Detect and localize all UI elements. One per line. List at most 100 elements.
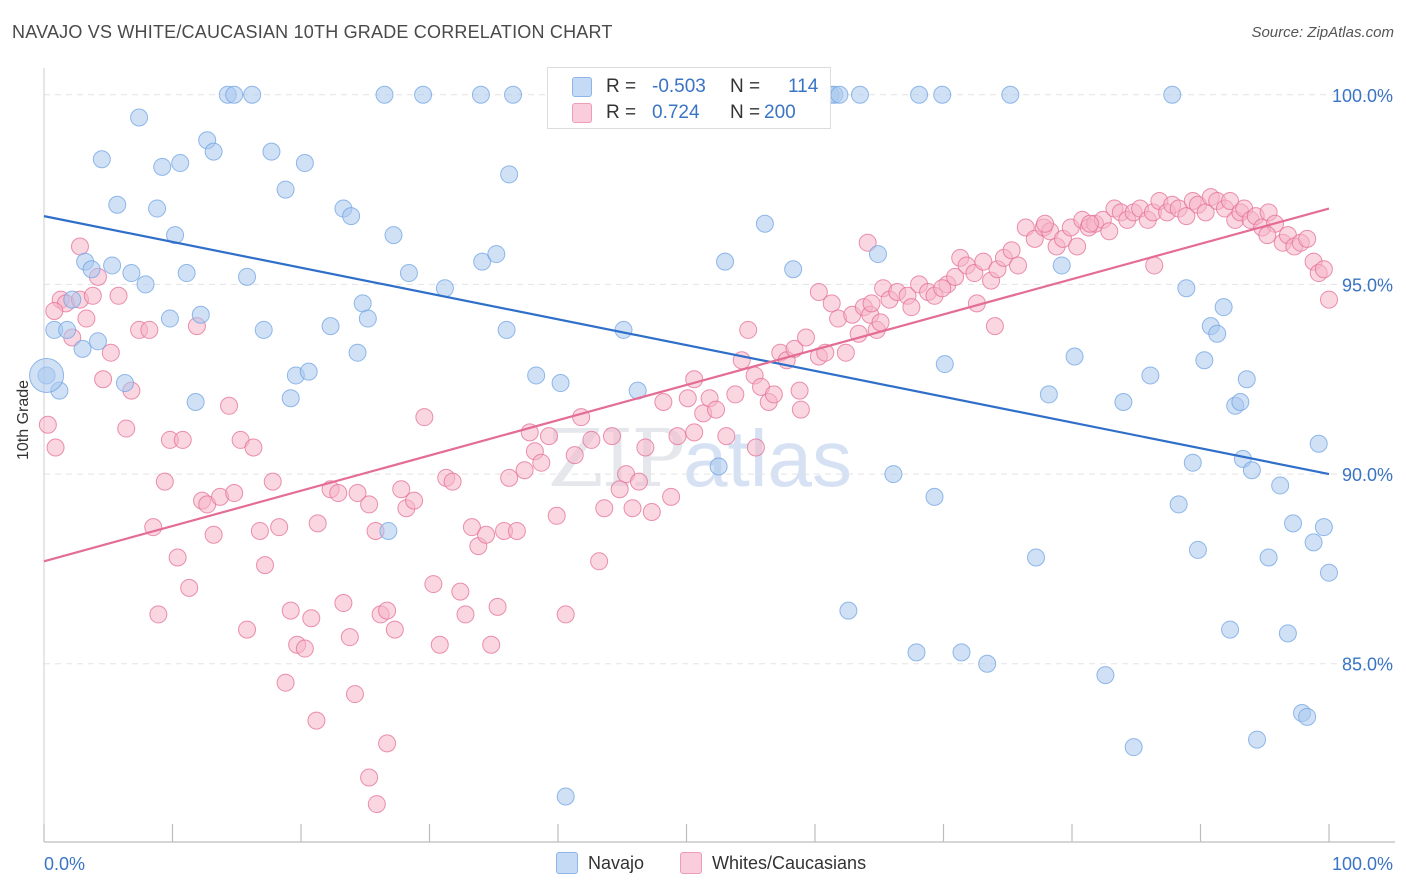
whites-point <box>308 514 327 533</box>
navajo-point <box>884 465 903 484</box>
whites-point <box>220 396 239 415</box>
legend-swatch-navajo <box>556 852 578 874</box>
navajo-point <box>1039 385 1058 404</box>
navajo-point <box>73 339 92 358</box>
whites-point <box>790 381 809 400</box>
navajo-point <box>1188 540 1207 559</box>
whites-point <box>1036 214 1055 233</box>
navajo-point <box>295 154 314 173</box>
navajo-point <box>1169 495 1188 514</box>
whites-point <box>902 298 921 317</box>
whites-point <box>1320 290 1338 309</box>
whites-point <box>746 438 765 457</box>
navajo-point <box>850 85 869 104</box>
navajo-point <box>1052 256 1071 275</box>
navajo-point <box>58 320 77 339</box>
whites-point <box>858 233 877 252</box>
y-tick-label: 100.0% <box>1332 86 1393 106</box>
whites-point <box>1009 256 1028 275</box>
trend-lines <box>43 207 1330 563</box>
navajo-point <box>1259 548 1278 567</box>
navajo-point <box>1320 563 1338 582</box>
whites-point <box>678 389 697 408</box>
navajo-point <box>238 267 257 286</box>
navajo-point <box>225 85 244 104</box>
navajo-point <box>281 389 300 408</box>
whites-point <box>204 525 223 544</box>
whites-point <box>595 499 614 518</box>
navajo-point <box>978 654 997 673</box>
stats-box: R = -0.503 N = 114 R = 0.724 N = 200 <box>547 67 831 129</box>
axes <box>43 68 1395 843</box>
navajo-point <box>1114 393 1133 411</box>
whites-point <box>791 400 810 419</box>
navajo-point <box>1298 707 1317 726</box>
navajo-point <box>177 264 196 283</box>
navajo-point <box>830 85 849 104</box>
navajo-point <box>1284 514 1303 533</box>
navajo-point <box>907 643 926 662</box>
whites-point <box>168 548 187 567</box>
whites-point <box>94 370 113 389</box>
whites-point <box>1314 260 1333 279</box>
navajo-point <box>1271 476 1290 495</box>
whites-point <box>1258 226 1277 245</box>
whites-point <box>1221 191 1240 210</box>
series-navajo <box>29 85 1338 806</box>
navajo-point <box>504 85 523 104</box>
navajo-point <box>952 643 971 662</box>
legend-item-navajo[interactable]: Navajo <box>556 852 644 874</box>
navajo-point <box>204 142 223 161</box>
whites-point <box>862 294 881 313</box>
navajo-point <box>153 157 172 176</box>
whites-point <box>507 521 526 540</box>
stats-n-label: N = <box>730 102 761 123</box>
navajo-point <box>1231 393 1250 411</box>
navajo-point <box>342 207 361 226</box>
x-tick-label: 100.0% <box>1332 854 1393 874</box>
navajo-point <box>348 343 367 362</box>
navajo-point <box>130 108 149 127</box>
navajo-point <box>148 199 167 218</box>
whites-point <box>602 427 621 446</box>
whites-point <box>1145 256 1164 275</box>
whites-point <box>1002 241 1021 260</box>
navajo-point <box>166 226 185 245</box>
navajo-point <box>375 85 394 104</box>
tick-labels: 85.0% 90.0% 95.0% 100.0% 0.0% 100.0% <box>44 86 1393 874</box>
y-tick-label: 95.0% <box>1342 275 1393 295</box>
whites-point <box>809 283 828 301</box>
whites-point <box>477 525 496 544</box>
navajo-point <box>262 142 281 161</box>
whites-point <box>348 484 367 503</box>
y-tick-label: 90.0% <box>1342 465 1393 485</box>
navajo-point <box>1237 370 1256 389</box>
navajo-point <box>1163 85 1182 104</box>
gridlines <box>44 94 1395 665</box>
whites-point <box>974 252 993 271</box>
whites-point <box>764 385 783 404</box>
whites-point <box>334 594 353 613</box>
whites-point <box>117 419 136 438</box>
navajo-point <box>910 85 929 104</box>
whites-trend-line <box>43 207 1330 563</box>
navajo-point <box>471 85 490 104</box>
whites-point <box>629 472 648 491</box>
navajo-point <box>551 374 570 393</box>
whites-point <box>45 301 64 320</box>
navajo-point <box>716 252 735 271</box>
navajo-point <box>414 85 433 104</box>
whites-point <box>263 472 282 491</box>
legend-item-whites[interactable]: Whites/Caucasians <box>680 852 866 874</box>
whites-point <box>532 453 551 472</box>
stats-r-label: R = <box>606 102 637 123</box>
navajo-point <box>1195 351 1214 370</box>
whites-point <box>933 279 952 298</box>
whites-point <box>1100 222 1119 241</box>
whites-point <box>739 320 758 339</box>
navajo-point <box>108 195 127 214</box>
whites-point <box>1298 229 1317 248</box>
navajo-point <box>243 85 262 104</box>
navajo-point <box>122 264 141 283</box>
